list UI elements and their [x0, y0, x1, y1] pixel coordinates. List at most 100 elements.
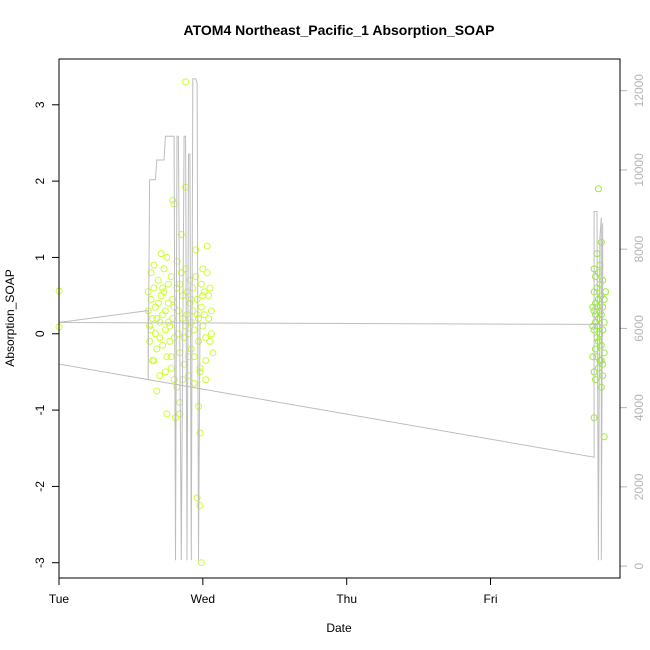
data-point-0-83: [197, 559, 205, 567]
data-point-0-80: [182, 78, 190, 86]
data-point-0-113: [164, 318, 172, 326]
y-axis-right: 0 2000 4000 6000 8000 10000 12000: [619, 74, 646, 569]
data-point-0-20: [157, 250, 165, 258]
data-point-0-54: [180, 360, 188, 368]
data-point-0-14: [153, 345, 161, 353]
data-point-0-92: [205, 315, 213, 322]
data-point-0-4: [146, 322, 154, 330]
data-point-0-100: [150, 357, 158, 364]
data-point-0-72: [193, 494, 201, 502]
data-point-0-35: [167, 273, 175, 280]
y2-tick-label-4: 8000: [632, 236, 646, 263]
data-point-0-28: [163, 353, 171, 361]
data-point-0-91: [205, 292, 213, 300]
data-point-0-109: [202, 376, 210, 384]
data-point-0-76: [196, 502, 204, 509]
data-point-0-50: [177, 269, 185, 277]
data-point-0-53: [180, 334, 188, 342]
data-point-0-119: [199, 292, 207, 300]
data-point-0-2: [144, 288, 152, 296]
data-point-0-32: [166, 322, 174, 330]
data-point-0-103: [167, 353, 175, 361]
data-point-0-67: [190, 326, 198, 334]
x-tick-label-3: Fri: [484, 592, 498, 606]
y-tick-label-6: 3: [33, 101, 47, 108]
data-point-0-95: [208, 307, 215, 315]
data-point-0-34: [167, 364, 175, 372]
data-point-0-26: [161, 307, 169, 315]
data-point-0-49: [177, 231, 185, 238]
y-tick-label-1: -2: [33, 481, 47, 492]
y2-tick-label-3: 6000: [632, 315, 646, 342]
data-point-0-87: [202, 334, 210, 342]
data-point-0-107: [190, 379, 198, 387]
x-tick-label-0: Tue: [49, 592, 70, 606]
data-point-0-7: [147, 295, 155, 303]
data-point-0-17: [154, 299, 162, 307]
data-point-0-118: [193, 311, 201, 319]
data-point-0-24: [160, 265, 168, 273]
y2-tick-label-0: 0: [632, 562, 646, 569]
data-point-1-46: [592, 311, 599, 319]
y2-tick-label-6: 12000: [632, 74, 646, 108]
x-tick-label-1: Wed: [191, 592, 215, 606]
data-point-0-77: [197, 280, 205, 288]
x-axis: Tue Wed Thu Fri: [49, 577, 498, 606]
y-tick-label-0: -3: [33, 557, 47, 568]
data-point-0-31: [164, 299, 172, 307]
data-point-0-93: [206, 337, 214, 345]
data-point-0-27: [161, 326, 169, 334]
data-point-0-40: [169, 196, 177, 204]
y-tick-label-2: -1: [33, 404, 47, 415]
chart-title: ATOM4 Northeast_Pacific_1 Absorption_SOA…: [184, 22, 495, 38]
data-point-0-90: [203, 269, 211, 277]
y-tick-label-3: 0: [33, 330, 47, 337]
data-point-0-16: [154, 276, 162, 284]
data-point-1-10: [592, 376, 599, 384]
data-point-1-39: [602, 288, 610, 296]
series-line-2: [58, 78, 604, 561]
data-point-0-58: [183, 311, 191, 319]
data-point-0-10: [150, 261, 158, 269]
data-point-1-44: [599, 372, 607, 380]
data-point-0-89: [203, 242, 211, 250]
data-point-0-117: [187, 295, 195, 303]
plot-frame: [58, 58, 621, 579]
data-point-0-97: [209, 349, 217, 357]
series-layer: [55, 78, 610, 567]
y2-tick-label-5: 10000: [632, 153, 646, 187]
data-point-0-78: [197, 303, 205, 311]
data-point-0-11: [150, 284, 158, 292]
data-point-1-16: [594, 185, 602, 193]
y-tick-label-5: 2: [33, 177, 47, 184]
data-point-0-8: [149, 315, 156, 322]
y-axis-left: -3 -2 -1 0 1 2 3: [33, 101, 60, 568]
data-point-0-30: [164, 280, 172, 288]
data-point-0-23: [159, 341, 167, 349]
data-point-0-70: [192, 273, 200, 280]
data-point-0-84: [199, 265, 207, 273]
data-point-1-40: [589, 303, 597, 311]
y2-tick-label-1: 2000: [632, 473, 646, 500]
data-point-0-85: [200, 288, 208, 296]
data-point-0-111: [153, 315, 161, 322]
data-point-0-102: [161, 368, 169, 376]
data-point-0-13: [151, 330, 159, 338]
data-point-0-15: [153, 387, 161, 395]
data-point-0-98: [163, 410, 171, 418]
data-point-0-63: [187, 318, 195, 326]
data-point-0-66: [189, 307, 197, 315]
data-point-1-41: [589, 322, 597, 330]
data-point-0-82: [196, 429, 204, 437]
data-point-0-94: [206, 284, 214, 292]
data-point-0-19: [156, 334, 164, 342]
data-point-0-5: [146, 337, 154, 345]
data-point-0-6: [147, 269, 155, 277]
y2-tick-label-2: 4000: [632, 394, 646, 421]
data-point-0-114: [170, 303, 178, 311]
x-axis-label: Date: [326, 621, 352, 635]
data-point-0-64: [187, 345, 195, 353]
data-point-0-74: [195, 337, 202, 345]
data-point-0-88: [202, 357, 210, 364]
